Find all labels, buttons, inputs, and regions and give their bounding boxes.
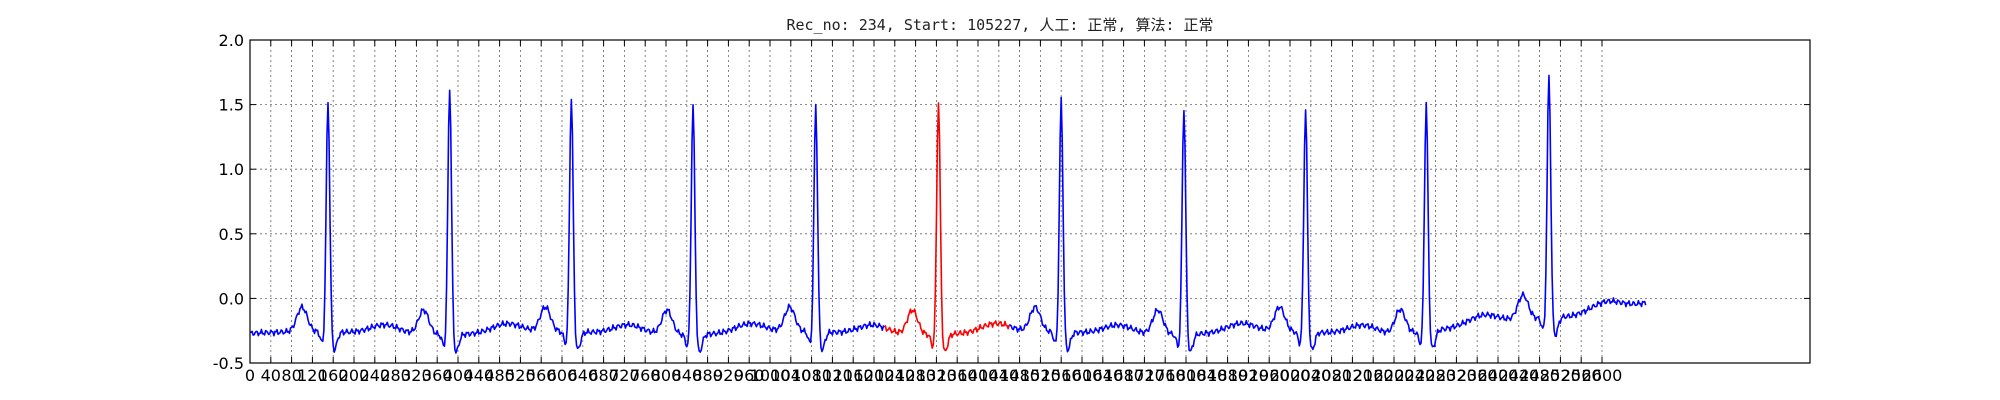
x-tick-label: 760 — [630, 366, 661, 385]
x-tick-label: 560 — [526, 366, 557, 385]
x-tick-label: 1200 — [854, 366, 895, 385]
x-tick-label: 800 — [651, 366, 682, 385]
ecg-series-segment-1 — [249, 89, 885, 354]
x-tick-label: 2320 — [1436, 366, 1477, 385]
y-tick-label: -0.5 — [213, 354, 244, 373]
x-tick-label: 280 — [380, 366, 411, 385]
x-tick-label: 2080 — [1311, 366, 1352, 385]
x-tick-label: 1400 — [958, 366, 999, 385]
x-tick-label: 1640 — [1082, 366, 1123, 385]
x-tick-label: 2360 — [1457, 366, 1498, 385]
x-tick-label: 480 — [484, 366, 515, 385]
x-tick-label: 1920 — [1228, 366, 1269, 385]
x-tick-label: 1720 — [1124, 366, 1165, 385]
x-tick-label: 1600 — [1062, 366, 1103, 385]
x-tick-label: 1120 — [812, 366, 853, 385]
x-tick-label: 2400 — [1478, 366, 1519, 385]
x-tick-label: 160 — [318, 366, 349, 385]
x-tick-label: 2160 — [1353, 366, 1394, 385]
x-tick-label: 2120 — [1332, 366, 1373, 385]
x-tick-label: 1560 — [1041, 366, 1082, 385]
x-tick-label: 1040 — [770, 366, 811, 385]
x-tick-label: 0 — [245, 366, 255, 385]
x-tick-label: 720 — [609, 366, 640, 385]
x-tick-label: 1520 — [1020, 366, 1061, 385]
x-tick-label: 200 — [339, 366, 370, 385]
x-tick-label: 880 — [692, 366, 723, 385]
x-tick-label: 1680 — [1103, 366, 1144, 385]
x-tick-label: 2040 — [1290, 366, 1331, 385]
x-tick-label: 2000 — [1270, 366, 1311, 385]
x-tick-label: 680 — [588, 366, 619, 385]
y-tick-label: 2.0 — [219, 31, 244, 50]
x-tick-label: 1320 — [916, 366, 957, 385]
x-tick-label: 600 — [547, 366, 578, 385]
x-tick-label: 1760 — [1145, 366, 1186, 385]
chart-title: Rec_no: 234, Start: 105227, 人工: 正常, 算法: … — [786, 16, 1213, 34]
x-tick-label: 2560 — [1561, 366, 1602, 385]
x-tick-label: 2520 — [1540, 366, 1581, 385]
x-tick-label: 2280 — [1415, 366, 1456, 385]
y-tick-label: 1.5 — [219, 96, 244, 115]
x-tick-label: 1840 — [1186, 366, 1227, 385]
y-axis: -0.5 0.0 0.5 1.0 1.5 2.0 — [213, 31, 1810, 373]
x-tick-label: 840 — [672, 366, 703, 385]
ecg-series-segment-3 — [1009, 74, 1647, 353]
x-tick-label: 40 — [261, 366, 281, 385]
x-tick-label: 1000 — [750, 366, 791, 385]
plot-frame — [249, 39, 1811, 364]
x-tick-label: 640 — [568, 366, 599, 385]
ecg-series-segment-2 — [883, 102, 1010, 352]
y-tick-label: 1.0 — [219, 160, 244, 179]
x-tick-label: 1080 — [791, 366, 832, 385]
x-tick-label: 1160 — [833, 366, 874, 385]
x-tick-label: 1360 — [937, 366, 978, 385]
x-tick-label: 240 — [360, 366, 391, 385]
x-tick-label: 1480 — [999, 366, 1040, 385]
x-tick-label: 120 — [297, 366, 328, 385]
x-tick-label: 440 — [464, 366, 495, 385]
x-tick-label: 2480 — [1519, 366, 1560, 385]
x-tick-label: 1960 — [1249, 366, 1290, 385]
x-tick-label: 1240 — [874, 366, 915, 385]
x-tick-label: 2240 — [1394, 366, 1435, 385]
x-axis: 0 40 8012016020024028032036040044048052056… — [245, 40, 1622, 385]
x-tick-label: 1800 — [1166, 366, 1207, 385]
y-tick-label: 0.5 — [219, 225, 244, 244]
series-layer — [249, 74, 1647, 354]
x-tick-label: 360 — [422, 366, 453, 385]
x-tick-label: 1880 — [1207, 366, 1248, 385]
x-tick-label: 400 — [443, 366, 474, 385]
x-tick-label: 1280 — [895, 366, 936, 385]
x-tick-label: 2600 — [1582, 366, 1623, 385]
x-tick-label: 960 — [734, 366, 765, 385]
y-tick-label: 0.0 — [219, 289, 244, 308]
x-tick-label: 2200 — [1374, 366, 1415, 385]
x-tick-label: 320 — [401, 366, 432, 385]
x-tick-label: 1440 — [978, 366, 1019, 385]
x-tick-label: 2440 — [1498, 366, 1539, 385]
x-tick-label: 80 — [281, 366, 301, 385]
x-tick-label: 520 — [505, 366, 536, 385]
x-tick-label: 920 — [713, 366, 744, 385]
